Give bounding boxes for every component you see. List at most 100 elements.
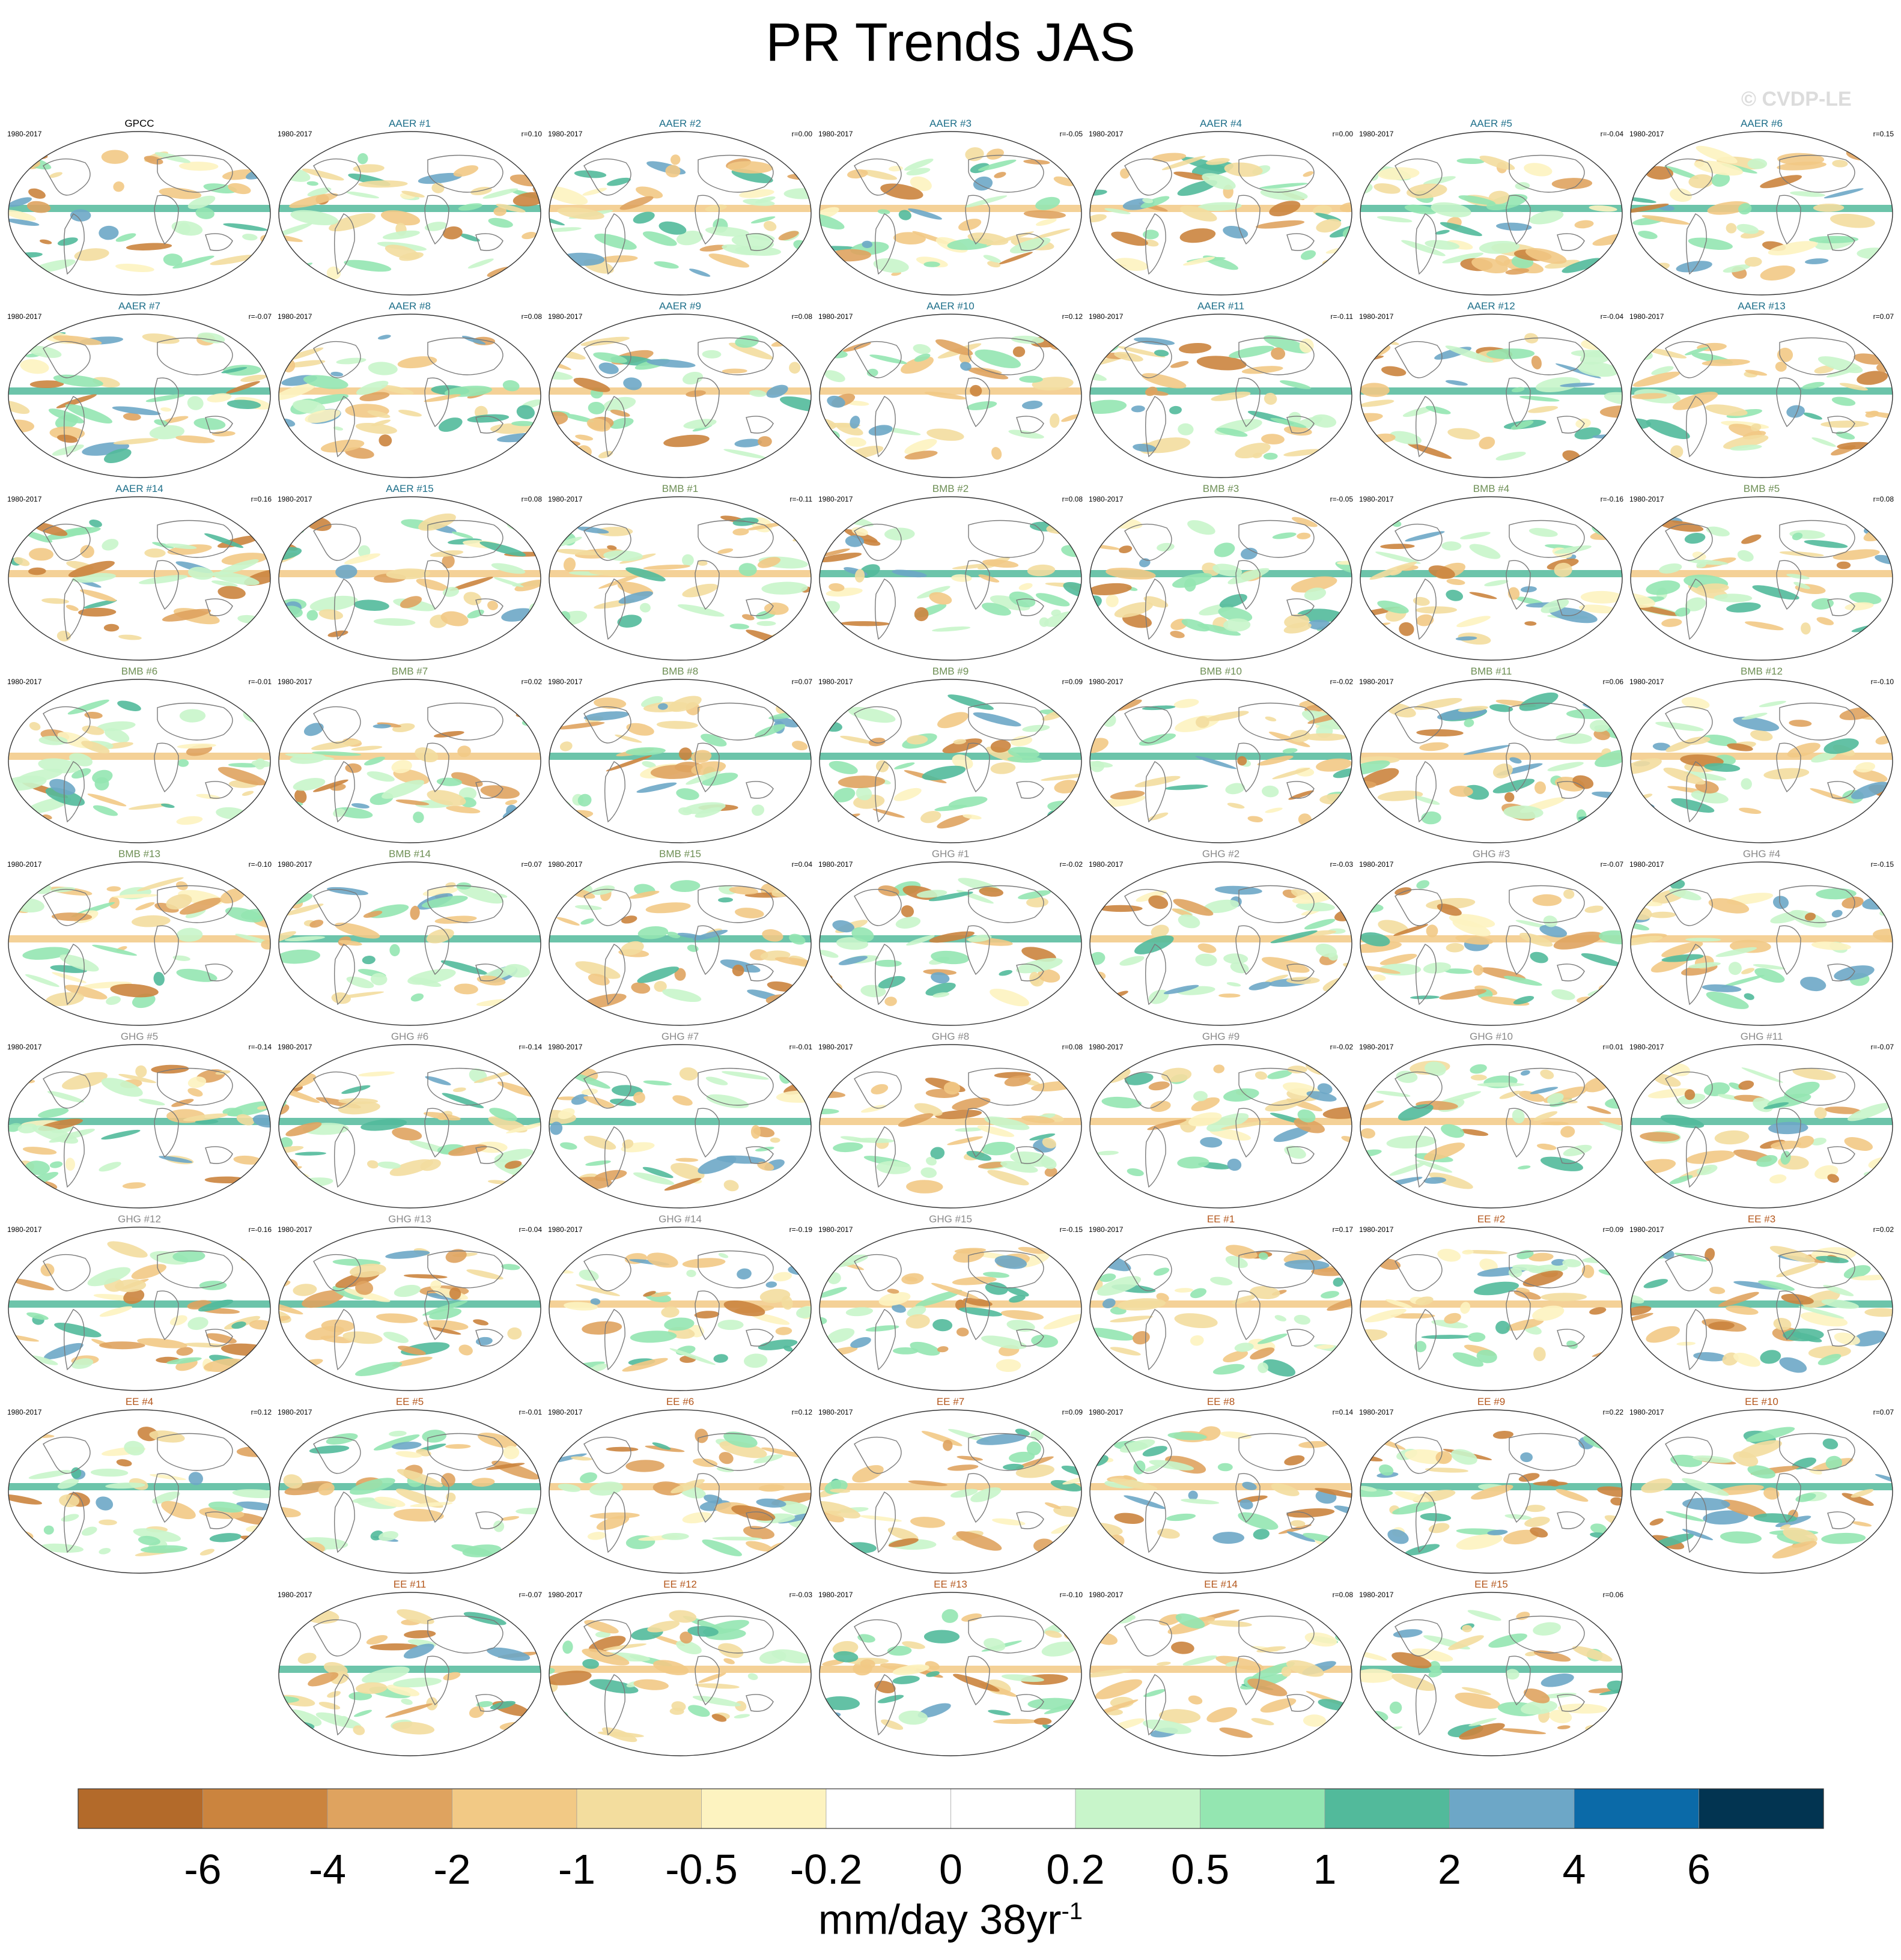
- panel-period: 1980-2017: [278, 1225, 312, 1234]
- trend-blob: [626, 723, 654, 736]
- trend-blob: [1398, 1104, 1434, 1121]
- trend-blob: [1827, 1174, 1839, 1183]
- trend-blob: [1495, 451, 1526, 461]
- trend-blob: [832, 920, 855, 933]
- trend-blob: [1469, 592, 1497, 599]
- coastline: [1395, 888, 1443, 926]
- trend-blob: [469, 1706, 485, 1719]
- trend-blob: [349, 1263, 386, 1278]
- trend-blob: [154, 152, 191, 163]
- trend-blob: [1332, 344, 1352, 353]
- trend-blob: [779, 396, 811, 412]
- trend-blob: [1125, 1072, 1154, 1085]
- trend-blob: [1572, 1646, 1613, 1662]
- trend-blob: [1042, 1138, 1056, 1148]
- coastline: [333, 1309, 355, 1371]
- panel-correlation: r=0.12: [251, 1408, 272, 1416]
- trend-blob: [1560, 1126, 1575, 1138]
- trend-blob: [1456, 616, 1491, 628]
- trend-blob: [1297, 1109, 1316, 1123]
- trend-blob: [362, 956, 376, 965]
- trend-blob: [1431, 202, 1471, 217]
- trend-blob: [1184, 578, 1196, 592]
- panel-period: 1980-2017: [1359, 678, 1394, 686]
- trend-blob: [1857, 371, 1888, 385]
- trend-blob: [29, 548, 53, 561]
- trend-blob: [335, 565, 357, 579]
- coastline: [583, 1254, 631, 1291]
- trend-blob: [860, 169, 898, 180]
- map-panel-ee-14: EE #14 1980-2017 r=0.08: [1089, 1579, 1353, 1758]
- trend-blob: [646, 1252, 678, 1268]
- coastline: [1286, 1694, 1315, 1712]
- trend-blob: [1377, 600, 1409, 614]
- trend-blob: [1407, 443, 1452, 459]
- trend-blob: [862, 240, 873, 249]
- coastline: [1685, 1309, 1707, 1371]
- trend-blob: [1378, 167, 1420, 180]
- trend-blob: [1708, 898, 1750, 914]
- coastline: [1016, 416, 1044, 434]
- trend-blob: [633, 211, 655, 224]
- trend-blob: [360, 1118, 407, 1131]
- trend-blob: [94, 777, 109, 790]
- trend-blob: [1029, 971, 1040, 986]
- trend-blob: [1843, 1265, 1871, 1279]
- coastline: [1776, 1290, 1801, 1341]
- colorbar-segment: [202, 1788, 328, 1829]
- panel-title: BMB #13: [118, 848, 160, 860]
- panel-correlation: r=0.08: [521, 312, 542, 321]
- coastline: [1509, 885, 1585, 923]
- trend-blob: [496, 204, 526, 213]
- coastline: [968, 337, 1044, 375]
- trend-blob: [65, 605, 79, 611]
- trend-blob: [422, 1300, 468, 1316]
- trend-blob: [1375, 551, 1421, 564]
- coastline: [1124, 158, 1172, 196]
- coastline: [1557, 781, 1585, 799]
- trend-blob: [179, 897, 222, 915]
- trend-blob: [490, 1701, 516, 1710]
- trend-blob: [1360, 941, 1402, 953]
- trend-blob: [1539, 924, 1568, 938]
- panel-period: 1980-2017: [548, 130, 583, 138]
- trend-blob: [1706, 991, 1749, 1009]
- trend-blob: [308, 1672, 339, 1687]
- coastline: [604, 944, 625, 1006]
- trend-blob: [1282, 748, 1298, 754]
- trend-blob: [1803, 412, 1822, 420]
- panel-correlation: r=-0.02: [1059, 860, 1083, 869]
- trend-blob: [335, 923, 380, 939]
- coastline: [1238, 1067, 1315, 1106]
- trend-blob: [124, 1440, 145, 1456]
- coastline: [1776, 742, 1801, 793]
- trend-blob: [1258, 1362, 1268, 1373]
- trend-blob: [1167, 1432, 1207, 1440]
- trend-blob: [1584, 905, 1604, 913]
- trend-blob: [159, 1156, 193, 1164]
- coastline: [746, 1329, 774, 1347]
- trend-blob: [1479, 240, 1520, 254]
- trend-blob: [552, 1716, 565, 1726]
- trend-blob: [670, 880, 701, 893]
- coastline: [1509, 337, 1585, 375]
- panel-title: BMB #9: [932, 666, 969, 677]
- trend-blob: [1152, 153, 1187, 162]
- trend-blob: [1428, 1669, 1443, 1678]
- trend-blob: [1303, 1714, 1327, 1727]
- panel-period: 1980-2017: [1629, 312, 1664, 321]
- trend-blob: [1520, 1452, 1533, 1463]
- coastline: [1415, 1126, 1437, 1188]
- trend-blob: [415, 747, 439, 763]
- trend-blob: [1503, 806, 1544, 819]
- coastline: [205, 781, 233, 799]
- trend-blob: [153, 971, 165, 986]
- trend-blob: [92, 944, 137, 956]
- coastline: [1415, 944, 1437, 1006]
- panel-period: 1980-2017: [1359, 130, 1394, 138]
- trend-blob: [444, 386, 493, 397]
- trend-blob: [820, 207, 839, 220]
- panel-period: 1980-2017: [1629, 678, 1664, 686]
- trend-blob: [1219, 1727, 1253, 1738]
- coastline: [583, 341, 631, 378]
